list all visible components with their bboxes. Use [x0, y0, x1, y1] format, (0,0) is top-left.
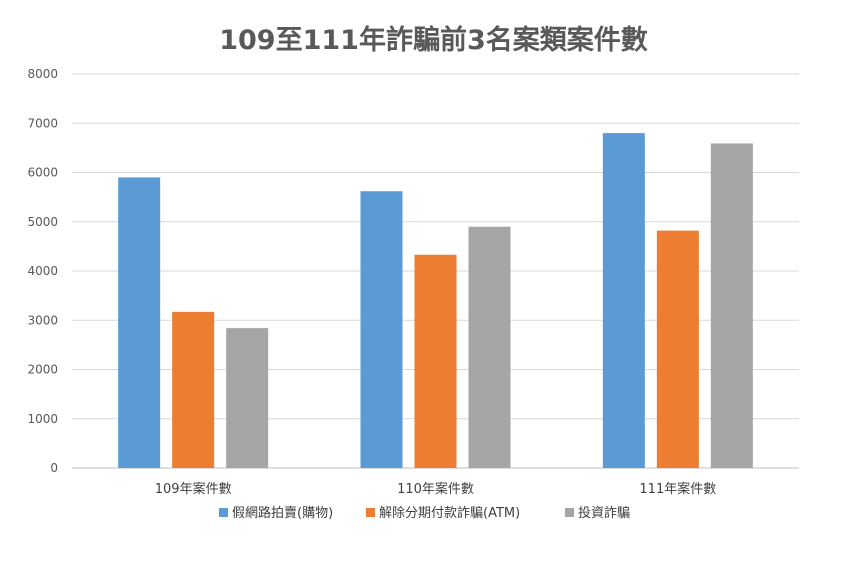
y-tick-label: 2000 — [27, 363, 58, 377]
bar-2-1 — [172, 311, 215, 468]
bar-3-1 — [226, 328, 269, 468]
bar-2-3 — [656, 230, 699, 468]
bar-2-2 — [414, 254, 457, 468]
bars — [118, 133, 753, 469]
legend-swatch — [366, 508, 375, 517]
bar-3-3 — [710, 143, 753, 468]
y-tick-label: 7000 — [27, 116, 58, 130]
y-tick-label: 0 — [50, 461, 58, 475]
y-tick-label: 4000 — [27, 264, 58, 278]
x-category-label: 111年案件數 — [639, 482, 716, 497]
y-tick-label: 8000 — [27, 67, 58, 81]
y-tick-label: 3000 — [27, 313, 58, 327]
x-axis: 109年案件數 110年案件數 111年案件數 — [155, 482, 716, 497]
legend-swatch — [219, 508, 228, 517]
legend-label: 解除分期付款詐騙(ATM) — [379, 505, 520, 521]
y-tick-label: 6000 — [27, 166, 58, 180]
legend-swatch — [565, 508, 574, 517]
x-category-label: 109年案件數 — [155, 482, 232, 497]
bar-1-1 — [118, 177, 161, 469]
legend: 假網路拍賣(購物) 解除分期付款詐騙(ATM) 投資詐騙 — [219, 505, 630, 521]
bar-3-2 — [468, 226, 511, 468]
bar-1-2 — [360, 191, 403, 468]
y-axis-ticks: 0 1000 2000 3000 4000 5000 6000 7000 8000 — [27, 67, 58, 475]
y-tick-label: 5000 — [27, 215, 58, 229]
chart-title: 109至111年詐騙前3名案類案件數 — [219, 25, 648, 56]
bar-1-3 — [602, 133, 645, 468]
legend-item: 投資詐騙 — [565, 505, 630, 521]
x-category-label: 110年案件數 — [397, 482, 474, 497]
legend-label: 假網路拍賣(購物) — [232, 505, 333, 521]
legend-item: 假網路拍賣(購物) — [219, 505, 333, 521]
legend-item: 解除分期付款詐騙(ATM) — [366, 505, 520, 521]
y-tick-label: 1000 — [27, 412, 58, 426]
legend-label: 投資詐騙 — [578, 505, 630, 521]
